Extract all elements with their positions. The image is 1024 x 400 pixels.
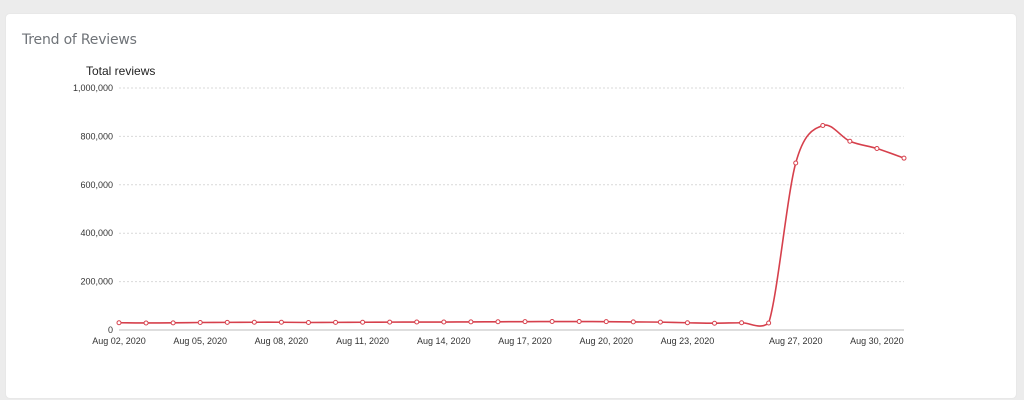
data-point[interactable] (684, 320, 690, 326)
y-tick-label: 800,000 (80, 131, 113, 141)
data-point[interactable] (874, 146, 880, 151)
data-point[interactable] (657, 319, 663, 325)
y-tick-label: 600,000 (80, 180, 113, 190)
y-tick-label: 200,000 (80, 277, 113, 287)
data-point[interactable] (251, 319, 257, 325)
x-tick-label: Aug 08, 2020 (255, 336, 309, 346)
data-point[interactable] (170, 320, 176, 326)
data-point[interactable] (116, 320, 122, 326)
data-point[interactable] (603, 319, 609, 325)
data-point[interactable] (739, 320, 745, 326)
trend-card: Trend of Reviews (6, 14, 1016, 398)
data-point[interactable] (387, 319, 393, 325)
data-point[interactable] (576, 319, 582, 325)
y-axis-title: Total reviews (86, 64, 155, 78)
data-point[interactable] (360, 319, 366, 325)
x-tick-label: Aug 17, 2020 (498, 336, 552, 346)
data-point[interactable] (766, 320, 772, 326)
data-point[interactable] (414, 319, 420, 325)
data-point[interactable] (495, 319, 501, 325)
y-tick-label: 400,000 (80, 228, 113, 238)
series-layer (116, 123, 907, 327)
data-point[interactable] (305, 319, 311, 325)
data-point[interactable] (901, 155, 907, 161)
data-point[interactable] (441, 319, 447, 325)
data-point[interactable] (143, 320, 149, 326)
y-tick-label: 1,000,000 (73, 83, 113, 93)
data-point[interactable] (197, 319, 203, 325)
x-tick-label: Aug 05, 2020 (173, 336, 227, 346)
data-point[interactable] (847, 138, 853, 144)
x-tick-label: Aug 30, 2020 (850, 336, 904, 346)
x-tick-labels: Aug 02, 2020 Aug 05, 2020 Aug 08, 2020 Aug … (92, 336, 903, 346)
series-line (118, 124, 905, 327)
grid-lines (119, 87, 904, 331)
x-tick-label: Aug 11, 2020 (336, 336, 389, 346)
data-point[interactable] (224, 319, 230, 325)
data-point[interactable] (522, 319, 528, 325)
x-tick-label: Aug 02, 2020 (92, 336, 146, 346)
data-point[interactable] (278, 319, 284, 325)
y-tick-label: 0 (108, 325, 113, 335)
data-point[interactable] (468, 319, 474, 325)
y-tick-labels: 0 200,000 400,000 600,000 800,000 1,000,000 (73, 83, 113, 335)
x-tick-label: Aug 23, 2020 (661, 336, 715, 346)
x-tick-label: Aug 27, 2020 (769, 336, 823, 346)
data-point[interactable] (549, 319, 555, 325)
x-tick-label: Aug 20, 2020 (579, 336, 633, 346)
data-point[interactable] (793, 160, 799, 166)
data-point[interactable] (630, 319, 636, 325)
x-tick-label: Aug 14, 2020 (417, 336, 471, 346)
data-point[interactable] (712, 320, 718, 326)
data-point[interactable] (820, 123, 826, 129)
card-title: Trend of Reviews (22, 32, 137, 48)
data-point[interactable] (333, 319, 339, 325)
